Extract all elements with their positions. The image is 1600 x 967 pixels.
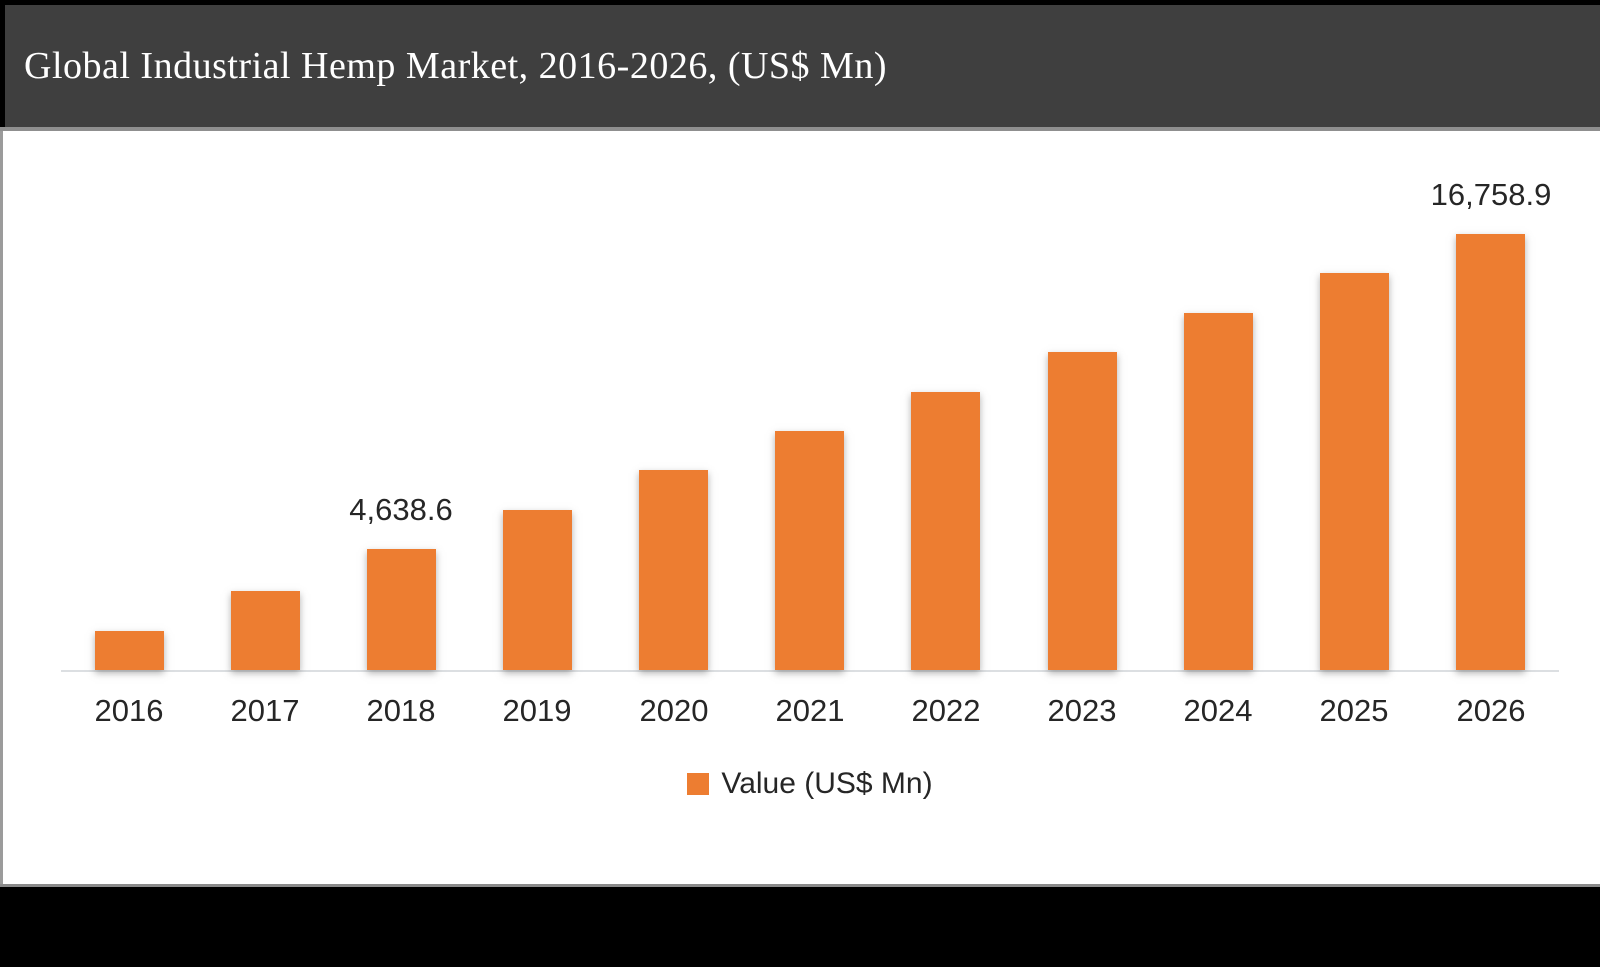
legend: Value (US$ Mn) [61, 767, 1559, 800]
bar-data-label-2026: 16,758.9 [1430, 177, 1552, 212]
bar-data-label-2018: 4,638.6 [349, 492, 453, 527]
panel-bottom-border [0, 884, 1600, 887]
chart-panel: 2016 2017 2018 4,638.6 2019 2020 2021 2022 2023 2… [0, 131, 1600, 884]
bar-2016 [95, 631, 164, 670]
x-tick-label-2022: 2022 [911, 693, 981, 728]
x-tick-label-2020: 2020 [639, 693, 709, 728]
bar-2018 [367, 549, 436, 670]
legend-label: Value (US$ Mn) [721, 767, 933, 800]
legend-swatch-icon [687, 773, 710, 795]
chart-title-bar: Global Industrial Hemp Market, 2016-2026… [5, 5, 1600, 127]
x-tick-label-2016: 2016 [94, 693, 164, 728]
bar-2024 [1184, 313, 1253, 670]
bar-2020 [639, 470, 708, 670]
x-tick-label-2024: 2024 [1183, 693, 1253, 728]
bar-2023 [1048, 352, 1117, 670]
bar-2021 [775, 431, 844, 670]
bar-2017 [231, 591, 300, 670]
bar-2026 [1456, 234, 1525, 670]
x-tick-label-2021: 2021 [775, 693, 845, 728]
bar-2022 [911, 392, 980, 670]
x-tick-label-2023: 2023 [1047, 693, 1117, 728]
x-axis-line [61, 670, 1559, 672]
x-tick-label-2026: 2026 [1456, 693, 1526, 728]
x-tick-label-2017: 2017 [230, 693, 300, 728]
bar-2025 [1320, 273, 1389, 670]
x-tick-label-2019: 2019 [502, 693, 572, 728]
header-divider [0, 127, 1600, 131]
bar-2019 [503, 510, 572, 670]
x-tick-label-2018: 2018 [366, 693, 436, 728]
x-tick-label-2025: 2025 [1319, 693, 1389, 728]
chart-title: Global Industrial Hemp Market, 2016-2026… [24, 45, 887, 87]
